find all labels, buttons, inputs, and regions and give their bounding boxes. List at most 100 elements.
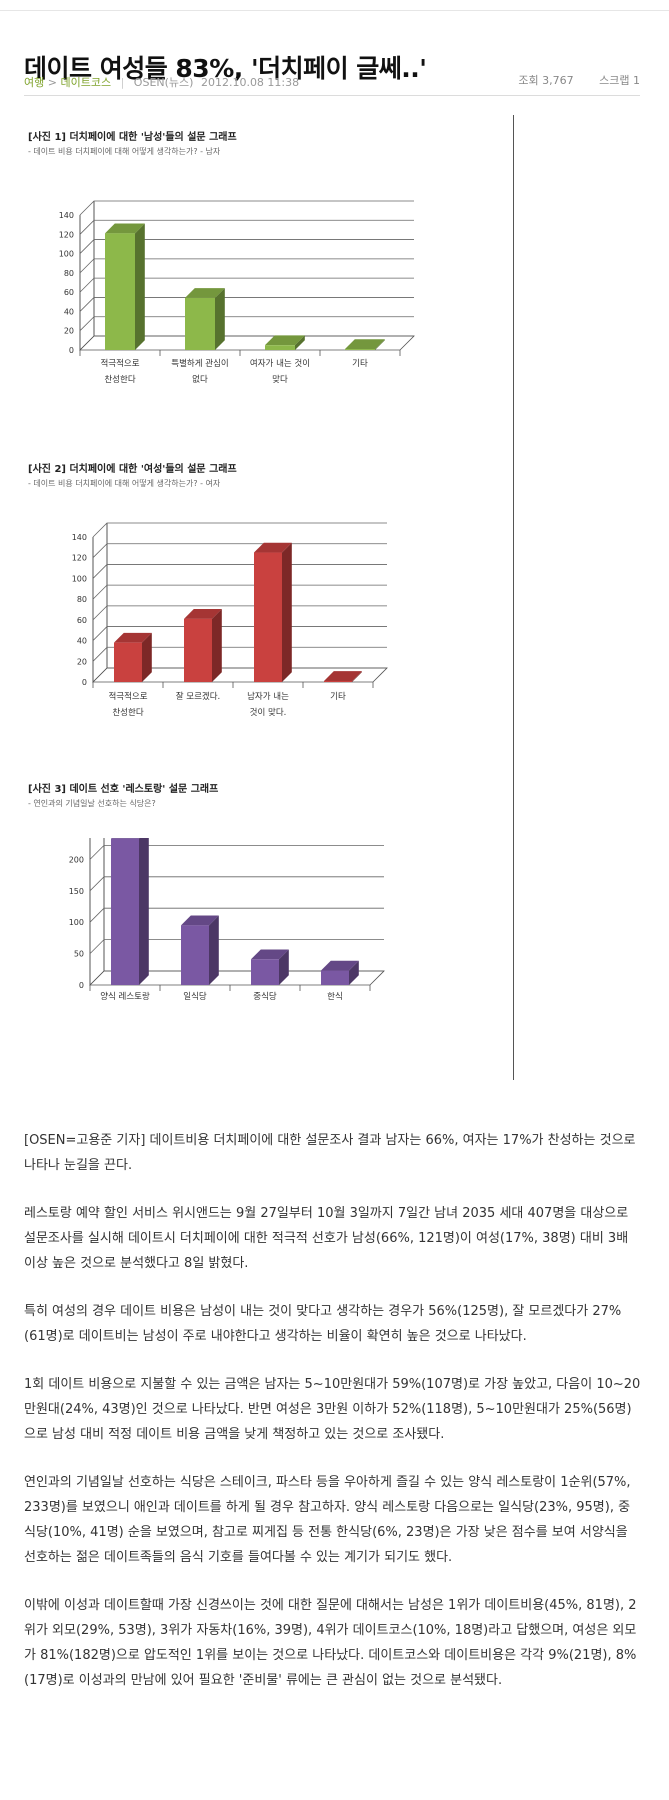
y-tick-label: 200	[69, 855, 84, 864]
x-category-label: 중식당	[253, 991, 277, 1002]
bar-front	[321, 970, 349, 985]
x-category-label: 남자가 내는	[247, 692, 289, 702]
chart-3-block: [사진 3] 데이트 선호 '레스토랑' 설문 그래프 - 연인과의 기념일날 …	[28, 780, 498, 1002]
bar-top	[114, 632, 152, 643]
y-tick-label: 60	[64, 288, 74, 297]
bar	[114, 632, 152, 682]
bar	[321, 960, 359, 985]
bar-front	[105, 233, 135, 350]
y-tick-label: 100	[59, 250, 74, 259]
gridline	[79, 219, 414, 235]
bar-side	[279, 949, 289, 985]
y-tick-label: 120	[59, 230, 74, 239]
gridline	[92, 584, 387, 600]
gridline	[89, 876, 384, 892]
breadcrumb-travel[interactable]: 여행	[24, 76, 45, 89]
y-tick-label: 0	[69, 346, 74, 355]
y-tick-label: 60	[77, 616, 87, 625]
chart-subtitle: - 데이트 비용 더치페이에 대해 어떻게 생각하는가? - 남자	[28, 147, 221, 156]
bar	[111, 838, 149, 985]
chart-2-block: [사진 2] 더치페이에 대한 '여성'들의 설문 그래프 - 데이트 비용 더…	[28, 460, 498, 718]
meta-divider: |	[120, 76, 125, 89]
y-tick-label: 20	[64, 327, 74, 336]
bar-front	[185, 297, 215, 350]
y-tick-label: 140	[72, 533, 87, 542]
y-tick-label: 100	[72, 574, 87, 583]
bar-side	[352, 671, 362, 682]
x-category-label: 특별하게 관심이	[171, 358, 228, 369]
bar-front	[251, 959, 279, 985]
x-category-label: 없다	[192, 375, 208, 385]
bar	[345, 339, 385, 350]
x-category-label: 찬성한다	[104, 374, 135, 385]
bar-side	[215, 288, 225, 350]
x-category-label: 적극적으로	[100, 358, 139, 369]
top-divider	[0, 10, 669, 11]
y-tick-label: 50	[74, 950, 84, 959]
article-paragraph: 이밖에 이성과 데이트할때 가장 신경쓰이는 것에 대한 질문에 대해서는 남성…	[24, 1598, 637, 1688]
bar-top	[324, 671, 362, 681]
article-paragraph: 1회 데이트 비용으로 지불할 수 있는 금액은 남자는 5~10만원대가 59…	[24, 1377, 641, 1442]
gridline	[79, 200, 414, 216]
y-tick-label: 120	[72, 554, 87, 563]
bar-side	[139, 838, 149, 985]
y-tick-label: 100	[69, 918, 84, 927]
bar-side	[209, 915, 219, 985]
x-category-label: 것이 맞다.	[250, 707, 287, 718]
breadcrumb-date-course[interactable]: 데이트코스	[60, 76, 112, 89]
x-category-label: 양식 레스토랑	[100, 991, 150, 1002]
y-tick-label: 0	[79, 981, 84, 990]
gridline	[89, 939, 384, 954]
bar-top	[345, 339, 385, 350]
bar-top	[105, 223, 145, 234]
chart-1-block: [사진 1] 더치페이에 대한 '남성'들의 설문 그래프 - 데이트 비용 더…	[28, 128, 498, 385]
bar-front	[265, 345, 295, 350]
article-paragraph: 특히 여성의 경우 데이트 비용은 남성이 내는 것이 맞다고 생각하는 경우가…	[24, 1304, 622, 1344]
x-category-label: 여자가 내는 것이	[250, 358, 310, 369]
gridline	[89, 907, 384, 923]
chart-subtitle: - 연인과의 기념일날 선호하는 식당은?	[28, 799, 156, 808]
y-tick-label: 150	[69, 887, 84, 896]
bar-top	[251, 949, 289, 960]
article-paragraph: [OSEN=고용준 기자] 데이트비용 더치페이에 대한 설문조사 결과 남자는…	[24, 1133, 636, 1173]
y-tick-label: 140	[59, 211, 74, 220]
bar	[185, 288, 225, 350]
chart-subtitle: - 데이트 비용 더치페이에 대해 어떻게 생각하는가? - 여자	[28, 479, 221, 488]
y-tick-label: 40	[64, 307, 74, 316]
bar-front	[324, 680, 352, 682]
bar-top	[254, 542, 292, 553]
x-category-label: 기타	[330, 692, 346, 702]
x-category-label: 한식	[327, 992, 343, 1002]
bar	[181, 915, 219, 985]
scrap-button[interactable]: 스크랩 1	[599, 74, 640, 87]
bar-side	[282, 542, 292, 682]
bar	[251, 949, 289, 985]
article-meta: 여행 > 데이트코스 | OSEN(뉴스) 2012.10.08 11:38	[24, 74, 299, 90]
gridline	[79, 297, 414, 312]
bar-top	[184, 609, 222, 619]
gridline	[79, 239, 414, 254]
breadcrumb-separator: >	[47, 76, 57, 89]
gridline	[79, 277, 414, 293]
bar-top	[321, 960, 359, 971]
bar-side	[295, 335, 305, 350]
article-datetime: 2012.10.08 11:38	[200, 76, 300, 89]
bar	[254, 542, 292, 682]
bar-top	[265, 335, 305, 346]
x-category-label: 맞다	[272, 374, 288, 385]
x-category-label: 기타	[352, 359, 368, 369]
article-paragraph: 레스토랑 예약 할인 서비스 위시앤드는 9월 27일부터 10월 3일까지 7…	[24, 1206, 629, 1271]
bar-side	[135, 223, 145, 350]
y-tick-label: 0	[82, 678, 87, 687]
bar-top	[185, 288, 225, 298]
bar-top	[111, 838, 140, 839]
article-paragraph: 연인과의 기념일날 선호하는 식당은 스테이크, 파스타 등을 우아하게 즐길 …	[24, 1475, 631, 1565]
gridline	[92, 646, 387, 662]
gridline	[79, 258, 414, 274]
